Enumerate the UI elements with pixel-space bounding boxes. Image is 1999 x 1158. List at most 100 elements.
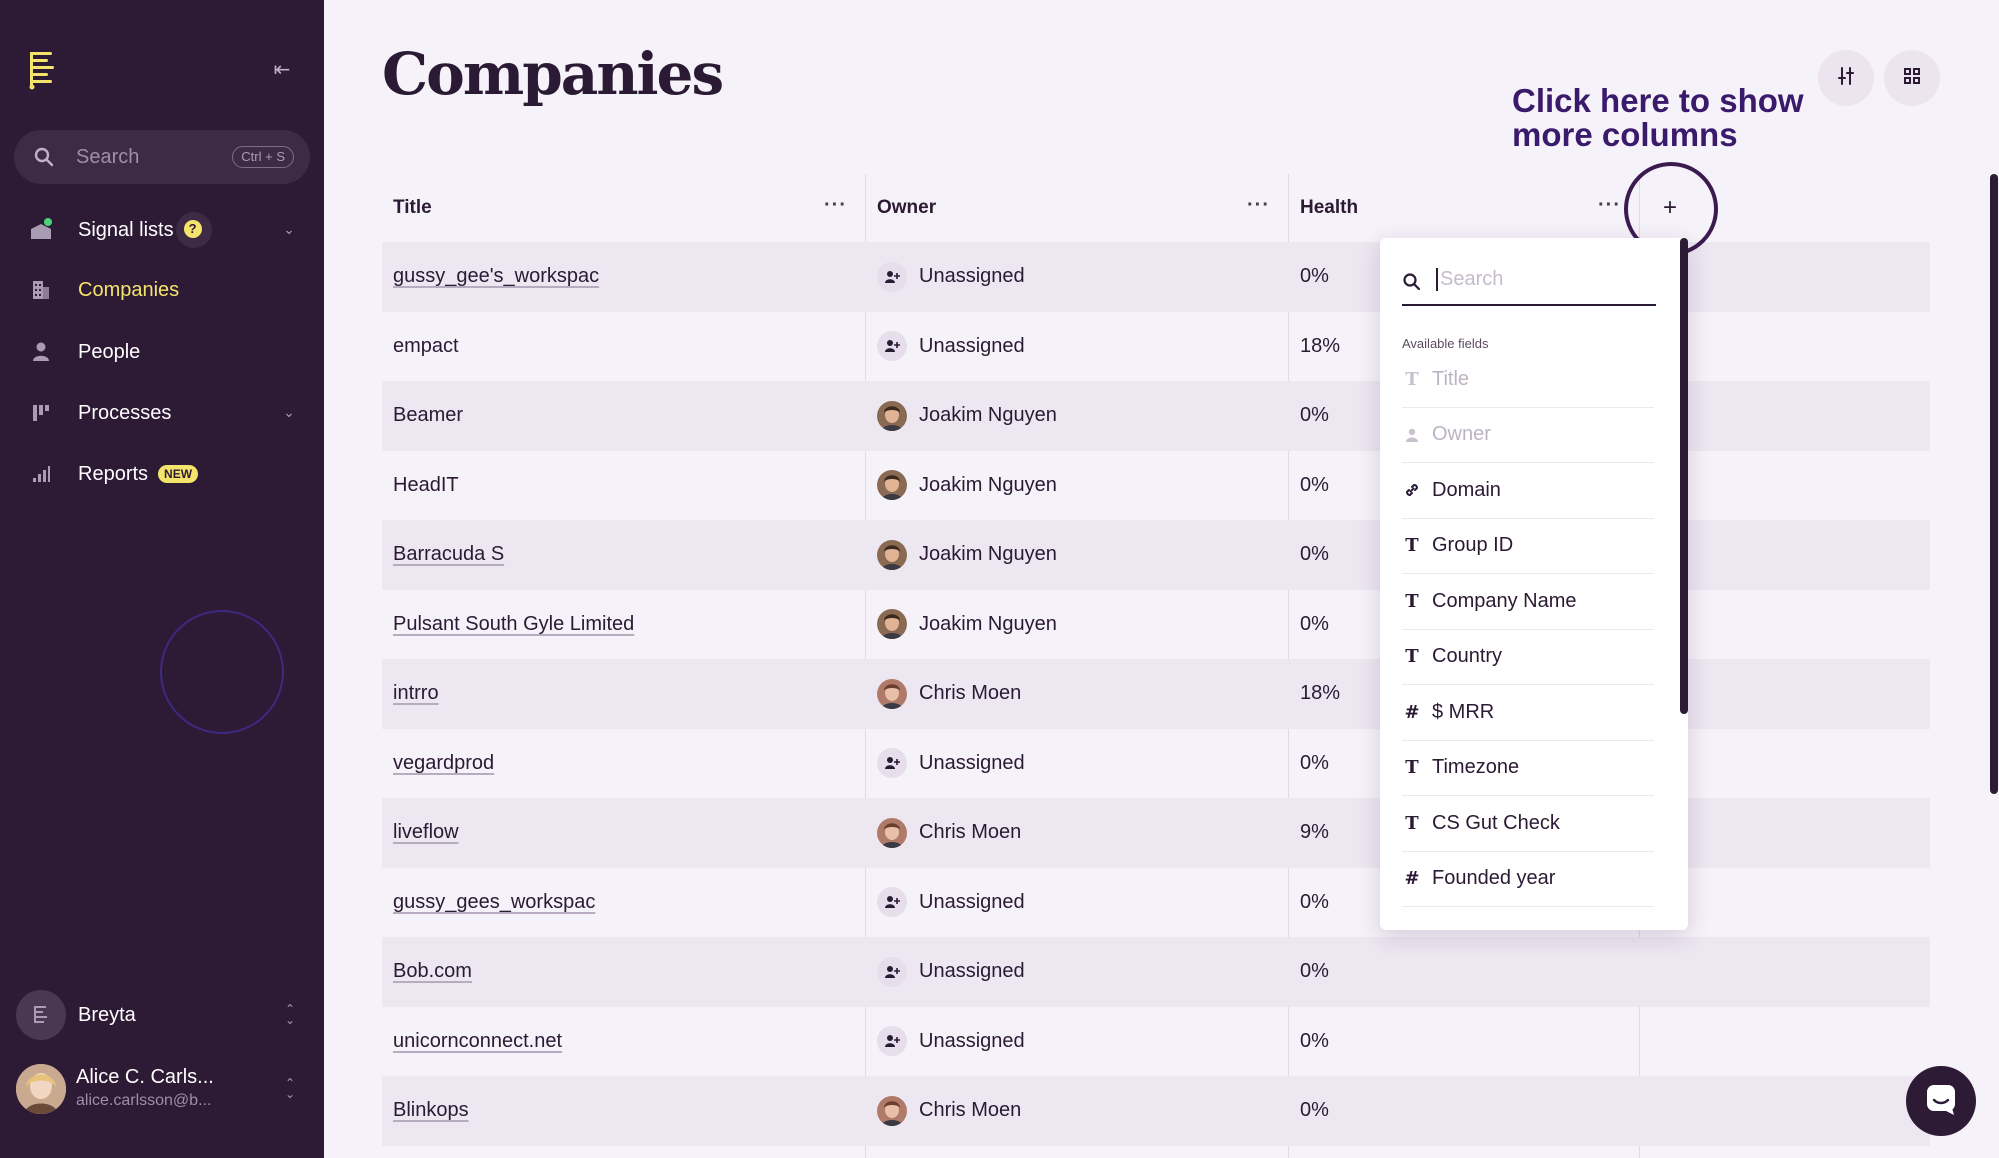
cell-title[interactable]: Beamer <box>393 381 463 451</box>
collapse-sidebar-icon[interactable]: ⇤ <box>273 59 291 81</box>
help-badge[interactable]: ? <box>175 212 212 248</box>
sidebar-search[interactable]: Search Ctrl + S <box>14 130 310 184</box>
table-row[interactable]: vegardprod Unassigned 0% <box>382 729 1930 799</box>
sidebar-item-signal-lists[interactable]: Signal lists ? ⌄ <box>28 210 300 250</box>
table-row[interactable]: intrro Chris Moen 18% <box>382 659 1930 729</box>
cell-title[interactable]: intrro <box>393 659 439 729</box>
cell-owner[interactable]: Chris Moen <box>877 798 1021 868</box>
column-menu-icon[interactable]: ··· <box>824 194 847 216</box>
cell-title[interactable]: Pulsant South Gyle Limited <box>393 590 634 660</box>
company-link[interactable]: HeadIT <box>393 473 459 496</box>
table-row[interactable]: liveflow Chris Moen 9% <box>382 798 1930 868</box>
cell-owner[interactable]: Joakim Nguyen <box>877 590 1057 660</box>
cell-owner[interactable]: Joakim Nguyen <box>877 381 1057 451</box>
field-option[interactable]: # $ MRR <box>1402 685 1654 741</box>
search-icon <box>1402 272 1422 297</box>
company-link[interactable]: intrro <box>393 682 439 705</box>
app-logo-icon[interactable] <box>28 50 56 90</box>
cell-owner[interactable]: Joakim Nguyen <box>877 520 1057 590</box>
company-link[interactable]: gussy_gees_workspac <box>393 890 596 913</box>
cell-title[interactable]: gussy_gee's_workspac <box>393 242 599 312</box>
dropdown-scrollbar[interactable] <box>1680 238 1688 714</box>
column-menu-icon[interactable]: ··· <box>1598 194 1621 216</box>
chevron-down-icon[interactable]: ⌄ <box>283 221 295 237</box>
cell-title[interactable]: Blinkops <box>393 1076 469 1146</box>
sidebar-item-companies[interactable]: Companies <box>28 270 300 310</box>
column-header-health[interactable]: Health ··· <box>1300 174 1639 242</box>
cell-title[interactable]: Barracuda S <box>393 520 504 590</box>
table-row[interactable]: gussy_gees_workspac Unassigned 0% <box>382 868 1930 938</box>
cell-owner[interactable]: Chris Moen <box>877 659 1021 729</box>
field-option[interactable]: T CS Gut Check <box>1402 796 1654 852</box>
table-row[interactable]: Beamer Joakim Nguyen 0% <box>382 381 1930 451</box>
owner-name: Unassigned <box>919 265 1025 288</box>
cell-title[interactable]: liveflow <box>393 798 459 868</box>
avatar <box>877 400 907 431</box>
workspace-name: Breyta <box>78 1003 136 1026</box>
cell-title[interactable]: gussy_gees_workspac <box>393 868 595 938</box>
search-shortcut: Ctrl + S <box>232 146 294 168</box>
field-option[interactable]: T Country <box>1402 630 1654 685</box>
page-scrollbar[interactable] <box>1990 174 1998 794</box>
cell-owner[interactable]: Unassigned <box>877 868 1025 938</box>
owner-name: Joakim Nguyen <box>919 473 1057 496</box>
cell-owner[interactable]: Unassigned <box>877 312 1025 382</box>
add-column-button[interactable]: + <box>1662 194 1677 221</box>
company-link[interactable]: Barracuda S <box>393 543 505 566</box>
filter-settings-button[interactable] <box>1818 50 1874 106</box>
column-header-owner[interactable]: Owner ··· <box>877 174 1288 242</box>
cell-title[interactable]: unicornconnect.net <box>393 1007 562 1077</box>
field-option[interactable]: T Timezone <box>1402 741 1654 796</box>
user-menu[interactable]: Alice C. Carls... alice.carlsson@b... ⌃ ⌄ <box>16 1064 306 1116</box>
company-link[interactable]: Bob.com <box>393 960 472 983</box>
company-link[interactable]: gussy_gee's_workspac <box>393 265 600 288</box>
cell-owner[interactable]: Chris Moen <box>877 1076 1021 1146</box>
sidebar-item-processes[interactable]: Processes ⌄ <box>28 393 300 433</box>
text-field-icon: T <box>1405 590 1419 612</box>
cell-title[interactable]: HeadIT <box>393 451 459 521</box>
table-row[interactable]: HeadIT Joakim Nguyen 0% <box>382 451 1930 521</box>
cell-owner[interactable]: Unassigned <box>877 729 1025 799</box>
field-option-label: Owner <box>1432 423 1491 446</box>
workspace-switcher[interactable]: Breyta ⌃ ⌄ <box>16 990 306 1040</box>
cell-title[interactable]: Bob.com <box>393 937 472 1007</box>
field-search-input[interactable]: Search <box>1402 260 1656 306</box>
cell-owner[interactable]: Unassigned <box>877 242 1025 312</box>
company-link[interactable]: Pulsant South Gyle Limited <box>393 612 635 635</box>
company-link[interactable]: Blinkops <box>393 1099 469 1122</box>
table-row[interactable]: Barracuda S Joakim Nguyen 0% <box>382 520 1930 590</box>
field-option[interactable]: T Company Name <box>1402 574 1654 630</box>
sidebar-item-reports[interactable]: Reports NEW <box>28 454 300 494</box>
health-value: 0% <box>1300 1029 1329 1052</box>
cell-owner[interactable]: Unassigned <box>877 937 1025 1007</box>
field-option[interactable]: T Group ID <box>1402 519 1654 574</box>
hash-icon: # <box>1404 701 1420 723</box>
chat-support-button[interactable] <box>1906 1066 1976 1136</box>
cell-title[interactable]: vegardprod <box>393 729 494 799</box>
table-row[interactable]: unicornconnect.net Unassigned 0% <box>382 1007 1930 1077</box>
chevron-updown-icon: ⌃ ⌄ <box>284 1002 296 1027</box>
company-link[interactable]: vegardprod <box>393 751 495 774</box>
view-grid-button[interactable] <box>1884 50 1940 106</box>
tutorial-callout: Click here to show more columns <box>1512 84 1804 152</box>
chevron-down-icon[interactable]: ⌄ <box>283 404 295 420</box>
table-row[interactable]: Blinkops Chris Moen 0% <box>382 1076 1930 1146</box>
callout-line-2: more columns <box>1512 116 1738 153</box>
table-row[interactable]: gussy_gee's_workspac Unassigned 0% <box>382 242 1930 312</box>
company-link[interactable]: unicornconnect.net <box>393 1029 563 1052</box>
table-row[interactable]: Bob.com Unassigned 0% <box>382 937 1930 1007</box>
field-option[interactable]: # Founded year <box>1402 852 1654 907</box>
column-header-title[interactable]: Title ··· <box>393 174 865 242</box>
field-option[interactable]: Domain <box>1402 463 1654 519</box>
company-link[interactable]: Beamer <box>393 404 464 427</box>
column-menu-icon[interactable]: ··· <box>1247 194 1270 216</box>
cell-owner[interactable]: Unassigned <box>877 1007 1025 1077</box>
user-name: Alice C. Carls... <box>76 1066 214 1088</box>
company-link[interactable]: empact <box>393 334 459 357</box>
table-row[interactable]: Pulsant South Gyle Limited Joakim Nguyen 0… <box>382 590 1930 660</box>
table-row[interactable]: empact Unassigned 18% <box>382 312 1930 382</box>
cell-owner[interactable]: Joakim Nguyen <box>877 451 1057 521</box>
cell-title[interactable]: empact <box>393 312 459 382</box>
sidebar-item-people[interactable]: People <box>28 332 300 372</box>
company-link[interactable]: liveflow <box>393 821 459 844</box>
